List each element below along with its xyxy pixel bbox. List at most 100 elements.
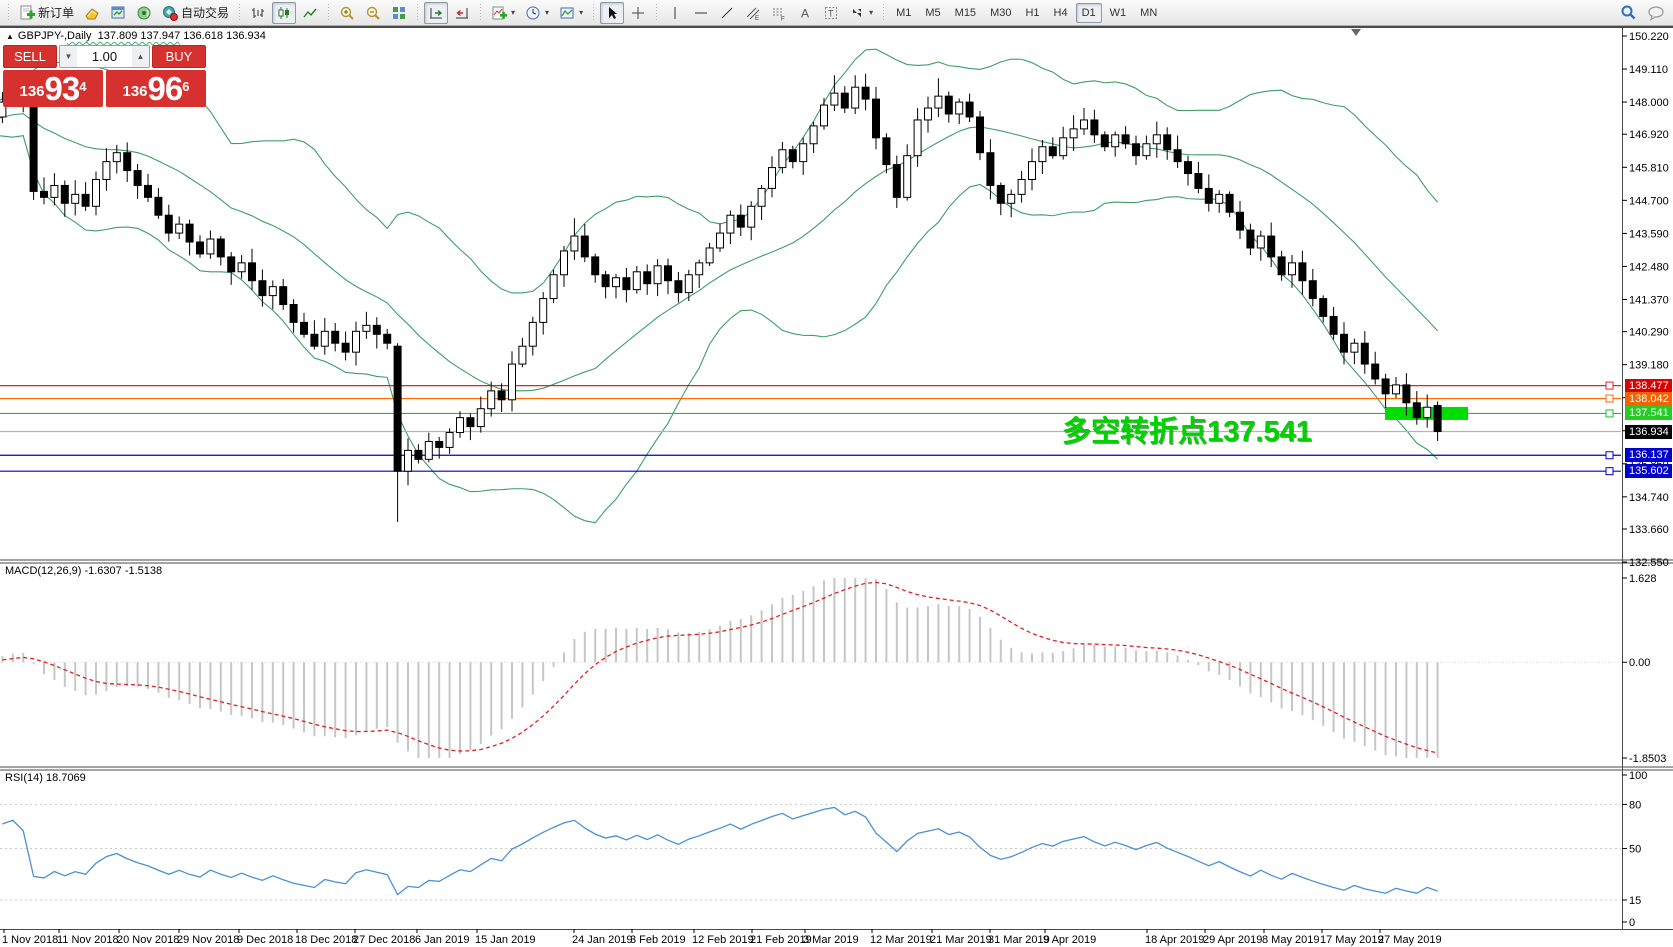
svg-text:148.000: 148.000 <box>1629 97 1669 109</box>
collapse-icon[interactable]: ▲ <box>6 32 14 41</box>
cursor-icon <box>604 5 620 21</box>
svg-text:1.628: 1.628 <box>1629 573 1657 585</box>
templates-button[interactable]: ▾ <box>555 2 587 24</box>
auto-scroll-button[interactable] <box>424 1 449 24</box>
price-level-label: 137.541 <box>1625 406 1672 421</box>
text-tool-button[interactable]: A <box>793 2 817 24</box>
date-axis-label: 27 Dec 2018 <box>353 934 415 946</box>
line-chart-button[interactable] <box>298 2 322 24</box>
indicators-button[interactable]: ▾ <box>487 2 519 24</box>
chart-shift-button[interactable] <box>450 2 474 24</box>
vertical-line-icon <box>667 5 683 21</box>
candlestick-chart-icon <box>276 5 292 21</box>
signal-button[interactable] <box>132 2 156 24</box>
channel-tool-button[interactable]: E <box>741 2 765 24</box>
timeframe-m15-button[interactable]: M15 <box>954 6 977 19</box>
auto-trading-label: 自动交易 <box>181 6 230 20</box>
svg-text:144.700: 144.700 <box>1629 195 1669 207</box>
chat-icon <box>1647 5 1665 21</box>
svg-text:100: 100 <box>1629 770 1647 782</box>
sell-price-pip: 4 <box>79 79 87 94</box>
trendline-tool-button[interactable] <box>715 2 739 24</box>
date-axis-label: 3 Mar 2019 <box>803 934 859 946</box>
toolbar-grip <box>654 3 660 22</box>
zoom-in-button[interactable] <box>335 2 359 24</box>
svg-text:A: A <box>801 6 809 20</box>
zoom-out-icon <box>365 5 381 21</box>
symbol-ohlc-rest: 136.618 136.934 <box>180 30 266 42</box>
toolbar-grip <box>591 3 597 22</box>
chart-profile-button[interactable] <box>80 2 104 24</box>
timeframe-h1-button[interactable]: H1 <box>1025 6 1040 19</box>
timeframe-m30-button[interactable]: M30 <box>990 6 1012 19</box>
date-axis-label: 29 Apr 2019 <box>1203 934 1262 946</box>
tile-windows-icon <box>391 5 407 21</box>
svg-text:T: T <box>828 8 834 18</box>
templates-icon <box>559 5 575 21</box>
volume-decrease-button[interactable]: ▼ <box>60 46 77 67</box>
timeframe-w1-button[interactable]: W1 <box>1109 6 1127 19</box>
date-axis-label: 17 May 2019 <box>1320 934 1384 946</box>
date-axis-label: 18 Apr 2019 <box>1145 934 1204 946</box>
sell-price-display[interactable]: 136 93 4 <box>3 70 103 107</box>
timeframe-mn-button[interactable]: MN <box>1140 6 1158 19</box>
search-button[interactable] <box>1616 2 1641 24</box>
channel-icon: E <box>745 5 761 21</box>
buy-button[interactable]: BUY <box>152 45 206 68</box>
window-border <box>0 26 1673 28</box>
toolbar-grip <box>881 3 887 22</box>
zoom-out-button[interactable] <box>361 2 385 24</box>
timeframe-d1-button[interactable]: D1 <box>1075 2 1102 23</box>
svg-text:150.220: 150.220 <box>1629 31 1669 43</box>
bar-chart-button[interactable] <box>246 2 270 24</box>
sell-price-prefix: 136 <box>19 83 45 100</box>
buy-price-display[interactable]: 136 96 6 <box>106 70 206 107</box>
new-order-label: 新订单 <box>38 6 75 20</box>
volume-input[interactable] <box>77 46 132 67</box>
tile-windows-button[interactable] <box>387 2 411 24</box>
date-axis-label: 12 Mar 2019 <box>870 934 932 946</box>
vertical-line-tool-button[interactable] <box>663 2 687 24</box>
market-watch-button[interactable] <box>106 2 130 24</box>
date-axis-label: 9 Dec 2018 <box>237 934 293 946</box>
svg-text:132.550: 132.550 <box>1629 557 1669 569</box>
chart-shift-icon <box>454 5 470 21</box>
current-price-label: 136.934 <box>1625 424 1672 439</box>
svg-text:50: 50 <box>1629 844 1641 856</box>
timeframe-h4-button[interactable]: H4 <box>1053 6 1068 19</box>
symbol-name: GBPJPY-, <box>17 30 68 42</box>
text-label-tool-button[interactable]: T <box>819 2 843 24</box>
dropdown-arrow-icon: ▾ <box>511 8 516 17</box>
date-axis-label: 31 Mar 2019 <box>988 934 1050 946</box>
timeframe-m1-button[interactable]: M1 <box>896 6 912 19</box>
horizontal-line-tool-button[interactable] <box>689 2 713 24</box>
new-order-icon <box>19 5 35 21</box>
date-axis-label: 9 Apr 2019 <box>1043 934 1096 946</box>
toolbar-grip <box>415 3 421 22</box>
zoom-in-icon <box>339 5 355 21</box>
date-axis-label: 11 Nov 2018 <box>57 934 119 946</box>
pivot-annotation-text: 多空转折点137.541 <box>1062 416 1312 448</box>
date-axis-label: 8 May 2019 <box>1262 934 1319 946</box>
timeframe-m5-button[interactable]: M5 <box>925 6 941 19</box>
fibonacci-tool-button[interactable]: F <box>767 2 791 24</box>
cursor-tool-button[interactable] <box>600 1 625 24</box>
fibonacci-icon: F <box>771 5 787 21</box>
candlestick-chart-button[interactable] <box>272 1 297 24</box>
toolbar-grip <box>478 3 484 22</box>
volume-increase-button[interactable]: ▲ <box>132 46 149 67</box>
svg-text:-1.8503: -1.8503 <box>1629 753 1666 765</box>
new-order-button[interactable]: 新订单 <box>15 2 78 24</box>
periods-button[interactable]: ▾ <box>521 2 553 24</box>
auto-trading-button[interactable]: 自动交易 <box>158 2 233 24</box>
arrows-tool-button[interactable]: ▾ <box>845 2 877 24</box>
clock-icon <box>525 5 541 21</box>
crosshair-tool-button[interactable] <box>626 2 650 24</box>
toolbar-grip <box>6 3 11 22</box>
market-watch-icon <box>110 5 126 21</box>
chat-button[interactable] <box>1643 2 1669 24</box>
sell-button[interactable]: SELL <box>3 45 57 68</box>
svg-text:15: 15 <box>1629 895 1641 907</box>
date-axis-label: 3 Feb 2019 <box>630 934 686 946</box>
